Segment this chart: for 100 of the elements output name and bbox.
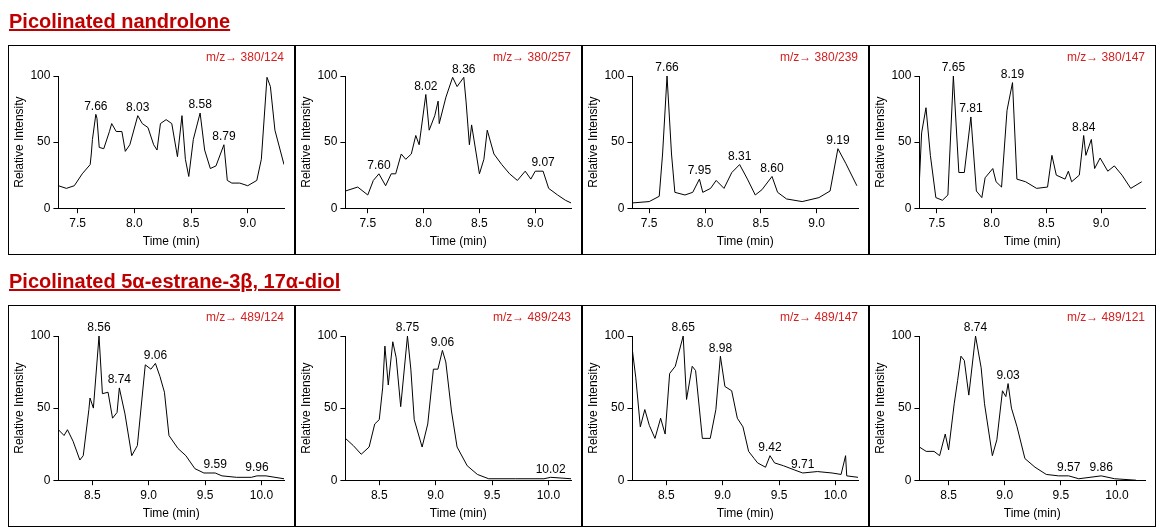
annotation: 8.60 — [760, 160, 785, 175]
text: m/z→ 380/239 — [779, 50, 859, 65]
x-tick-label: 9.0 — [140, 487, 158, 502]
x-tick-label: 9.5 — [483, 487, 501, 502]
annotation: 9.96 — [245, 460, 269, 475]
y-tick-label: 50 — [898, 400, 912, 415]
y-tick-label: 100 — [604, 68, 625, 83]
x-tick-label: 8.5 — [752, 215, 770, 230]
x-tick-label: 9.0 — [714, 487, 732, 502]
y-tick-label: 100 — [604, 328, 625, 343]
x-tick-label: 8.0 — [983, 215, 1001, 230]
annotation: 8.79 — [212, 129, 236, 144]
text: m/z→ 489/243 — [492, 310, 572, 325]
y-axis-title: Relative Intensity — [872, 362, 887, 454]
x-tick-label: 8.0 — [126, 215, 144, 230]
annotation: 9.03 — [996, 367, 1021, 382]
x-axis-title: Time (min) — [716, 234, 774, 249]
annotation: 7.65 — [941, 60, 966, 75]
x-tick-label: 8.5 — [940, 487, 958, 502]
annotation: 8.36 — [452, 61, 476, 76]
x-tick-label: 9.0 — [427, 487, 445, 502]
y-tick-label: 0 — [904, 200, 912, 215]
annotation: 10.02 — [535, 461, 567, 476]
y-tick-label: 50 — [611, 400, 625, 415]
x-tick-label: 10.0 — [1105, 487, 1129, 502]
y-tick-label: 50 — [37, 400, 51, 415]
x-tick-label: 8.0 — [415, 215, 433, 230]
annotation: 9.06 — [430, 334, 455, 349]
annotation: 8.74 — [107, 372, 132, 387]
y-tick-label: 100 — [30, 68, 51, 83]
x-tick-label: 8.5 — [182, 215, 200, 230]
y-tick-label: 100 — [317, 68, 338, 83]
x-tick-label: 10.0 — [249, 487, 274, 502]
y-tick-label: 50 — [611, 134, 625, 149]
x-axis-title: Time (min) — [716, 506, 774, 521]
annotation: 8.58 — [188, 97, 213, 112]
y-tick-label: 50 — [324, 400, 338, 415]
x-axis-title: Time (min) — [1003, 506, 1061, 521]
text: m/z→ 489/124 — [205, 310, 285, 325]
x-tick-label: 9.0 — [808, 215, 826, 230]
x-tick-label: 9.5 — [196, 487, 214, 502]
x-tick-label: 10.0 — [823, 487, 848, 502]
x-tick-label: 8.5 — [657, 487, 675, 502]
x-tick-label: 8.0 — [696, 215, 714, 230]
x-tick-label: 7.5 — [69, 215, 87, 230]
y-tick-label: 100 — [30, 328, 51, 343]
annotation: 7.95 — [687, 163, 712, 178]
annotation: 9.06 — [143, 347, 168, 362]
x-axis-title: Time (min) — [429, 234, 487, 249]
annotation: 9.59 — [203, 457, 228, 472]
y-tick-label: 0 — [904, 472, 912, 487]
annotation: 7.66 — [655, 60, 680, 75]
annotation: 9.71 — [791, 457, 815, 472]
x-tick-label: 7.5 — [928, 215, 946, 230]
text: m/z→ 380/124 — [205, 50, 285, 65]
y-tick-label: 100 — [317, 328, 338, 343]
annotation: 9.19 — [826, 133, 850, 148]
x-tick-label: 9.5 — [1052, 487, 1070, 502]
x-tick-label: 8.5 — [1038, 215, 1056, 230]
annotation: 8.03 — [126, 99, 150, 114]
y-axis-title: Relative Intensity — [585, 96, 600, 188]
x-axis-title: Time (min) — [1003, 234, 1061, 249]
annotation: 8.19 — [1000, 66, 1025, 81]
text: m/z→ 489/121 — [1066, 310, 1146, 325]
y-tick-label: 0 — [43, 200, 51, 215]
x-tick-label: 7.5 — [359, 215, 377, 230]
y-tick-label: 0 — [330, 200, 338, 215]
annotation: 9.57 — [1057, 460, 1081, 475]
annotation: 7.60 — [367, 158, 391, 173]
y-tick-label: 100 — [891, 328, 912, 343]
annotation: 7.81 — [959, 101, 983, 116]
y-tick-label: 50 — [324, 134, 338, 149]
y-tick-label: 0 — [617, 472, 625, 487]
y-tick-label: 0 — [330, 472, 338, 487]
x-tick-label: 9.0 — [1092, 215, 1110, 230]
x-tick-label: 8.5 — [471, 215, 489, 230]
annotation: 8.31 — [727, 148, 752, 163]
y-axis-title: Relative Intensity — [11, 362, 26, 454]
x-tick-label: 9.5 — [770, 487, 788, 502]
x-axis-title: Time (min) — [142, 506, 200, 521]
x-tick-label: 7.5 — [640, 215, 658, 230]
y-tick-label: 100 — [891, 68, 912, 83]
y-axis-title: Relative Intensity — [298, 362, 313, 454]
y-axis-title: Relative Intensity — [11, 96, 26, 188]
x-tick-label: 8.5 — [370, 487, 388, 502]
annotation: 8.98 — [708, 340, 733, 355]
x-axis-title: Time (min) — [429, 506, 487, 521]
y-tick-label: 0 — [617, 200, 625, 215]
y-axis-title: Relative Intensity — [298, 96, 313, 188]
x-axis-title: Time (min) — [142, 234, 200, 249]
annotation: 9.86 — [1089, 460, 1114, 475]
annotation: 8.56 — [87, 320, 112, 335]
x-tick-label: 9.0 — [239, 215, 257, 230]
annotation: 8.65 — [671, 320, 696, 335]
text: m/z→ 380/147 — [1066, 50, 1146, 65]
x-tick-label: 9.0 — [526, 215, 544, 230]
y-tick-label: 0 — [43, 472, 51, 487]
annotation: 8.74 — [963, 320, 988, 335]
text: m/z→ 380/257 — [492, 50, 572, 65]
chart-title: Picolinated 5α-estrane-3β, 17α-diol — [9, 270, 341, 293]
